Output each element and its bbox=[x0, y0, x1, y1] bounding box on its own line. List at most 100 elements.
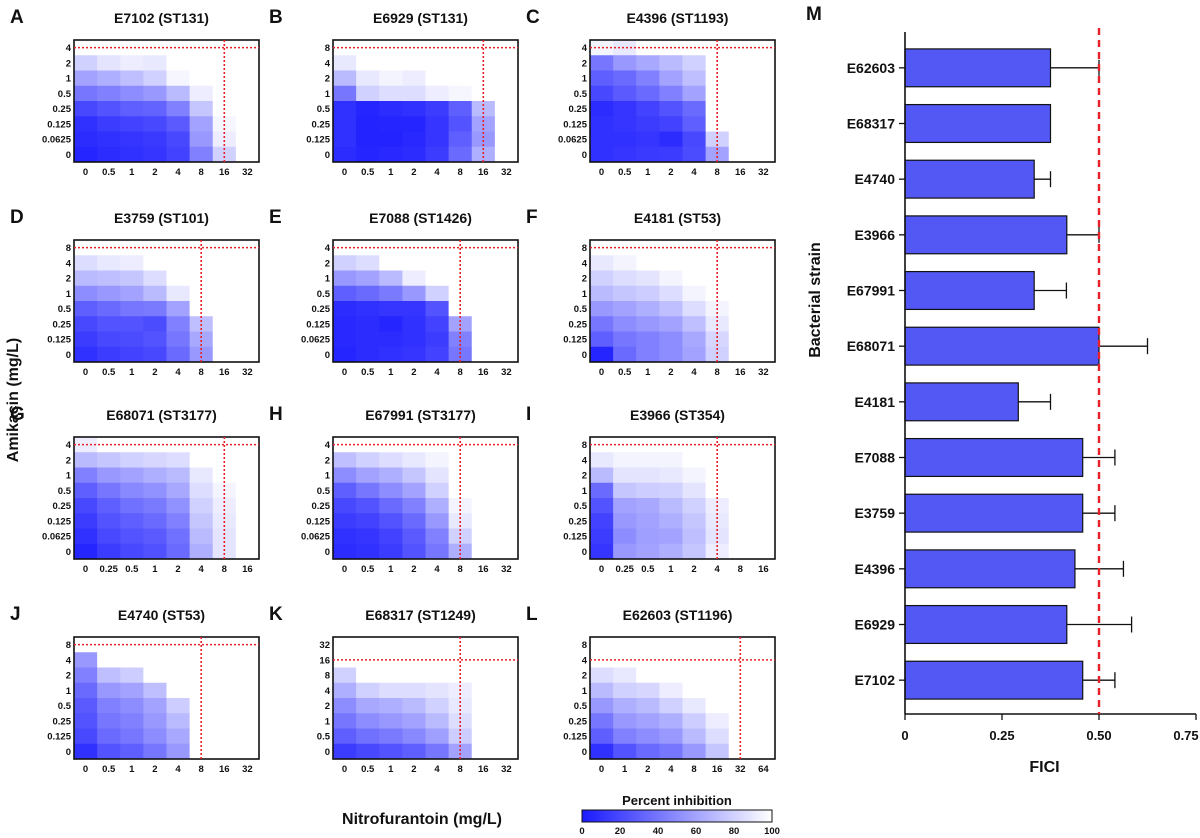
x-tick-label: 2 bbox=[668, 167, 673, 178]
x-tick-label: 4 bbox=[668, 764, 674, 775]
heatmap-frame bbox=[589, 239, 776, 363]
heatmap-cell bbox=[333, 346, 357, 363]
panel-title: E7088 (ST1426) bbox=[369, 210, 472, 226]
heatmap-cell bbox=[379, 667, 403, 684]
heatmap-cell bbox=[212, 698, 237, 714]
heatmap-cell bbox=[705, 743, 730, 760]
heatmap-cell bbox=[425, 498, 450, 514]
heatmap-cell bbox=[425, 682, 450, 699]
heatmap-cell bbox=[74, 682, 98, 699]
heatmap-cell bbox=[166, 285, 191, 302]
heatmap-cell bbox=[143, 316, 167, 332]
heatmap-cell bbox=[448, 637, 473, 653]
heatmap-cell bbox=[189, 543, 214, 560]
heatmap-cell bbox=[74, 301, 98, 317]
heatmap-cell bbox=[97, 101, 121, 117]
heatmap-cell bbox=[728, 255, 753, 271]
heatmap-cell bbox=[448, 40, 473, 56]
heatmap-cell bbox=[97, 331, 121, 348]
heatmap-cell bbox=[97, 698, 121, 714]
heatmap-cell bbox=[120, 437, 144, 453]
x-tick-label: 16 bbox=[735, 167, 746, 178]
heatmap-cell bbox=[235, 301, 260, 317]
heatmap-cell bbox=[356, 682, 380, 699]
heatmap-cell bbox=[448, 667, 473, 684]
heatmap-cell bbox=[751, 452, 776, 468]
heatmap-cell bbox=[97, 682, 121, 699]
heatmap-cell bbox=[705, 713, 730, 729]
x-tick-label: 4 bbox=[434, 564, 440, 575]
heatmap-cell bbox=[751, 543, 776, 560]
heatmap-cell bbox=[120, 513, 144, 529]
heatmap-cell bbox=[659, 146, 683, 163]
heatmap-cell bbox=[613, 146, 637, 163]
heatmap-cell bbox=[212, 146, 237, 163]
heatmap-cell bbox=[448, 331, 473, 348]
heatmap-cell bbox=[402, 55, 426, 71]
y-tick-label: 0.0625 bbox=[301, 335, 331, 346]
heatmap-cell bbox=[120, 285, 144, 302]
heatmap-cell bbox=[590, 116, 614, 132]
heatmap-cell bbox=[402, 482, 426, 499]
heatmap-cell bbox=[636, 116, 660, 132]
panel-letter: L bbox=[526, 604, 538, 625]
heatmap-cell bbox=[751, 55, 776, 71]
heatmap-cell bbox=[74, 713, 98, 729]
heatmap-cell bbox=[356, 40, 380, 56]
x-tick-label: 32 bbox=[758, 167, 769, 178]
heatmap-cell bbox=[235, 316, 260, 332]
heatmap-cell bbox=[74, 743, 98, 760]
heatmap-cell bbox=[728, 652, 753, 668]
heatmap-cell bbox=[97, 55, 121, 71]
heatmap-cell bbox=[143, 728, 167, 745]
heatmap-cell bbox=[120, 70, 144, 87]
heatmap-cell bbox=[189, 728, 214, 745]
x-tick-label: 32 bbox=[501, 564, 512, 575]
heatmap-cell bbox=[751, 255, 776, 271]
heatmap-cell bbox=[120, 667, 144, 684]
y-tick-label: 0.125 bbox=[563, 119, 587, 130]
heatmap-cell bbox=[682, 285, 707, 302]
heatmap-cell bbox=[212, 637, 237, 653]
heatmap-cell bbox=[494, 85, 519, 102]
y-tick-label: 2 bbox=[325, 455, 330, 466]
heatmap-cell bbox=[590, 285, 614, 302]
heatmap-cell bbox=[682, 70, 707, 87]
heatmap-cell bbox=[189, 255, 214, 271]
y-tick-label: 4 bbox=[66, 43, 72, 54]
y-tick-label: 0.125 bbox=[563, 732, 587, 743]
x-tick-label: 2 bbox=[411, 367, 416, 378]
heatmap-cell bbox=[728, 346, 753, 363]
heatmap-cell bbox=[356, 301, 380, 317]
heatmap-cell bbox=[425, 728, 450, 745]
heatmap-cell bbox=[189, 346, 214, 363]
x-tick-label: 2 bbox=[152, 367, 157, 378]
heatmap-cell bbox=[189, 85, 214, 102]
y-tick-label: 2 bbox=[325, 258, 330, 269]
heatmap-cell bbox=[212, 270, 237, 287]
heatmap-cell bbox=[333, 513, 357, 529]
heatmap-cell bbox=[425, 116, 450, 132]
heatmap-cell bbox=[659, 713, 683, 729]
heatmap-cell bbox=[448, 270, 473, 287]
heatmap-cell bbox=[425, 101, 450, 117]
panel-letter: K bbox=[269, 604, 283, 625]
heatmap-cell bbox=[494, 55, 519, 71]
y-tick-label: 4 bbox=[325, 686, 331, 697]
heatmap-cell bbox=[74, 285, 98, 302]
heatmap-cell bbox=[636, 316, 660, 332]
heatmap-cell bbox=[636, 713, 660, 729]
heatmap-cell bbox=[705, 467, 730, 484]
x-tick-label: 0 bbox=[599, 167, 604, 178]
heatmap-cell bbox=[333, 437, 357, 453]
heatmap-cell bbox=[97, 240, 121, 256]
heatmap-cell bbox=[682, 85, 707, 102]
heatmap-cell bbox=[189, 498, 214, 514]
heatmap-cell bbox=[402, 637, 426, 653]
heatmap-cell bbox=[590, 452, 614, 468]
heatmap-cell bbox=[590, 528, 614, 545]
heatmap-cell bbox=[728, 40, 753, 56]
heatmap-cell bbox=[590, 146, 614, 163]
heatmap-panel-e: 4 2 1 0.5 0.25 0.125 0.0625 0 0 0.5 1 2 4 8 16 32 E E7088… bbox=[269, 207, 519, 378]
heatmap-cell bbox=[613, 255, 637, 271]
